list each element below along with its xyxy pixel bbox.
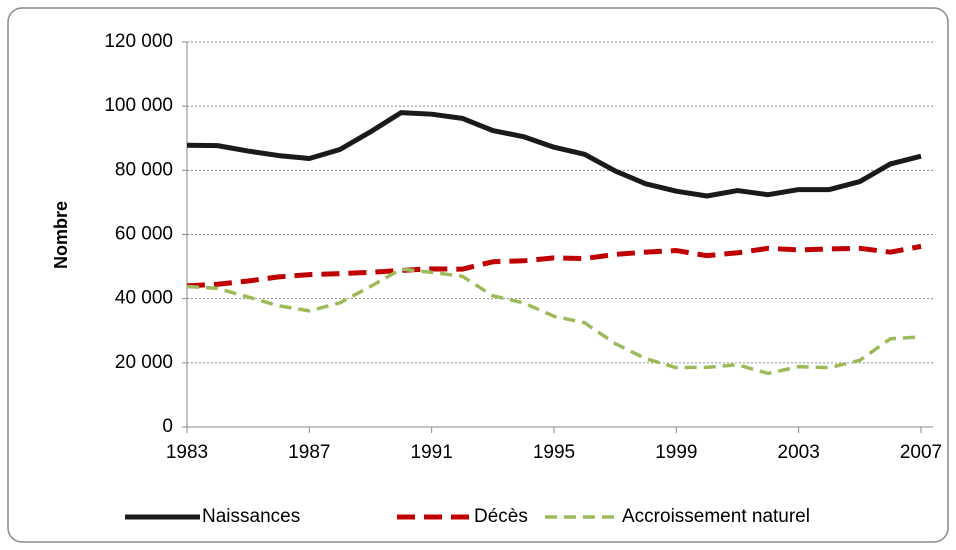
- line-series: [186, 267, 922, 376]
- y-tick-label: 20 000: [115, 352, 173, 373]
- chart-frame: [7, 7, 949, 543]
- y-tick-label: 120 000: [104, 31, 173, 52]
- y-axis-label: Nombre: [51, 201, 71, 269]
- x-tick-label: 1987: [288, 442, 330, 463]
- legend-label: Naissances: [202, 506, 300, 527]
- y-tick-label: 0: [162, 416, 173, 437]
- x-tick-label: 1983: [166, 442, 208, 463]
- y-tick-label: 100 000: [104, 95, 173, 116]
- y-tick-label: 60 000: [115, 224, 173, 245]
- y-tick-label: 40 000: [115, 288, 173, 309]
- x-tick-label: 1991: [411, 442, 453, 463]
- legend-label: Décès: [474, 506, 528, 527]
- x-tick-label: 1995: [533, 442, 575, 463]
- x-tick-label: 2007: [900, 442, 942, 463]
- x-tick-label: 1999: [655, 442, 697, 463]
- legend-label: Accroissement naturel: [622, 506, 810, 527]
- y-tick-label: 80 000: [115, 159, 173, 180]
- line-series: [186, 243, 922, 289]
- line-series: [186, 110, 922, 199]
- x-tick-label: 2003: [778, 442, 820, 463]
